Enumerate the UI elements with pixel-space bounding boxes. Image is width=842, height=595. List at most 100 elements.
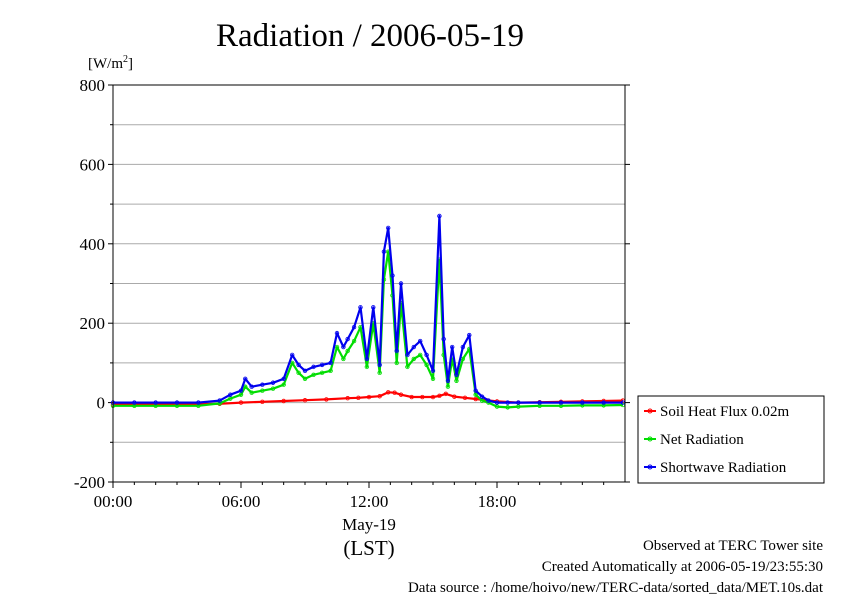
data-point (328, 368, 333, 374)
data-point (174, 403, 180, 408)
data-point (281, 382, 286, 387)
series-line-1 (113, 250, 623, 409)
data-point (441, 336, 446, 342)
y-tick-label: 200 (80, 314, 106, 333)
axes: -200 0 200 400 600 800 00:00 06:00 12:00 18:00 (74, 76, 630, 511)
data-point (153, 403, 158, 408)
y-unit-text: [W/m (88, 56, 123, 72)
data-point (418, 352, 423, 358)
data-point (377, 394, 382, 399)
footer-source: Data source : /home/hoivo/new/TERC-data/… (408, 580, 824, 595)
data-point (345, 396, 350, 401)
data-point (228, 392, 233, 397)
data-point (420, 394, 425, 400)
data-point (260, 388, 265, 393)
data-point (334, 344, 340, 350)
x-timezone-label: (LST) (343, 536, 394, 560)
x-tick-label: 12:00 (350, 492, 389, 511)
data-point (132, 403, 137, 408)
data-point (405, 364, 410, 370)
data-point (454, 372, 459, 378)
data-point (334, 330, 340, 336)
data-point (452, 394, 457, 399)
data-point (430, 394, 436, 400)
y-unit-close: ] (128, 56, 133, 72)
data-point (341, 344, 346, 350)
data-point (386, 390, 391, 395)
legend: Soil Heat Flux 0.02m Net Radiation Shortwa… (637, 395, 825, 484)
x-tick-label: 00:00 (94, 492, 133, 511)
data-point (174, 400, 180, 405)
data-point (558, 400, 564, 405)
data-point (411, 344, 416, 350)
data-point (217, 398, 222, 403)
data-point (132, 400, 137, 405)
data-point (341, 356, 346, 362)
data-point (386, 225, 391, 231)
data-point (196, 400, 201, 405)
y-tick-label: 400 (80, 235, 106, 254)
legend-marker (647, 464, 653, 470)
data-point (358, 305, 363, 310)
data-point (601, 400, 606, 405)
legend-marker (647, 408, 653, 414)
data-point (390, 273, 395, 278)
data-point (462, 395, 468, 401)
data-point (398, 281, 404, 286)
data-point (328, 360, 333, 366)
data-point (424, 362, 429, 368)
data-point (302, 368, 308, 374)
data-point (311, 364, 316, 370)
data-point (473, 388, 478, 393)
data-point (270, 380, 276, 385)
data-point (394, 360, 399, 366)
data-point (381, 249, 387, 254)
series-lines (110, 213, 626, 410)
data-point (296, 370, 301, 376)
data-point (430, 368, 436, 374)
data-point (153, 400, 158, 405)
data-point (290, 352, 295, 358)
data-point (351, 338, 357, 344)
data-point (580, 400, 585, 405)
y-tick-label: -200 (74, 473, 105, 492)
data-point (281, 398, 286, 404)
data-point (516, 400, 521, 405)
data-point (260, 399, 265, 405)
data-point (445, 378, 451, 383)
data-point (437, 393, 442, 399)
series-line-2 (113, 214, 623, 404)
data-point (494, 400, 500, 405)
data-point (392, 390, 397, 395)
data-point (302, 398, 308, 403)
data-point (454, 378, 459, 383)
data-point (537, 403, 542, 408)
data-point (238, 388, 244, 393)
y-unit-superscript: 2 (123, 54, 128, 65)
data-point (418, 338, 423, 344)
data-point (270, 386, 276, 391)
data-point (371, 305, 376, 310)
data-point (345, 336, 350, 342)
data-point (450, 344, 455, 350)
x-date-label: May-19 (342, 515, 396, 534)
data-point (437, 213, 442, 219)
plot-frame (112, 84, 626, 483)
footer-observed: Observed at TERC Tower site (643, 538, 823, 554)
data-point (505, 405, 510, 410)
data-point (445, 384, 451, 389)
legend-label: Net Radiation (660, 432, 744, 448)
legend-box (637, 395, 825, 484)
y-tick-label: 600 (80, 155, 106, 174)
data-point (505, 400, 510, 405)
data-point (479, 394, 485, 399)
data-point (443, 391, 448, 397)
data-point (296, 362, 301, 368)
data-point (281, 376, 286, 381)
data-point (364, 356, 370, 362)
data-point (409, 394, 414, 400)
data-point (430, 376, 436, 381)
data-point (486, 398, 491, 403)
data-point (537, 400, 542, 405)
